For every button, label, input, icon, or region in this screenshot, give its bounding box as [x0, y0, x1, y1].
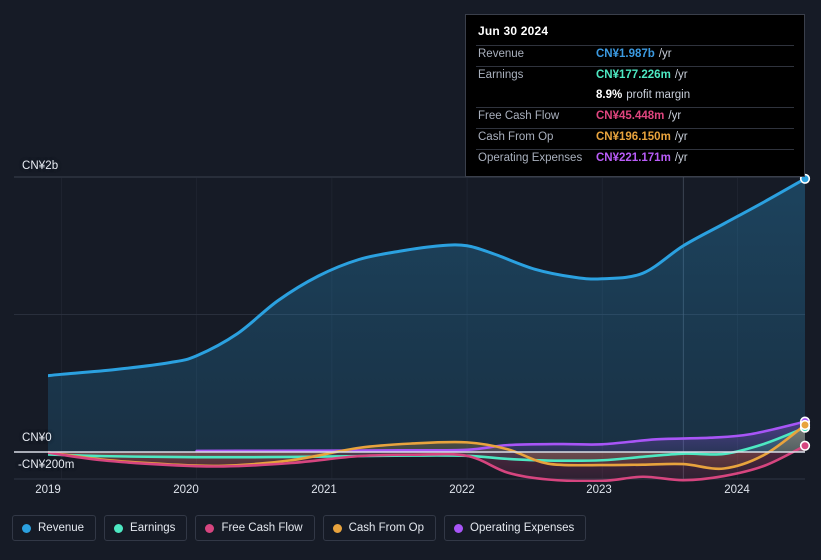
- legend-color-swatch-icon: [454, 523, 464, 533]
- legend-color-swatch-icon: [114, 523, 124, 533]
- tooltip-row-unit: /yr: [658, 48, 672, 60]
- legend-color-swatch-icon: [205, 523, 215, 533]
- data-tooltip: Jun 30 2024 Revenue CN¥1.987b/yr Earnings C…: [465, 14, 805, 177]
- series-lines: [48, 177, 805, 482]
- tooltip-row-value: CN¥196.150m: [596, 131, 671, 143]
- tooltip-row-label: Revenue: [478, 48, 525, 60]
- y-axis-label-bottom: -CN¥200m: [18, 459, 75, 471]
- tooltip-row-unit: /yr: [674, 131, 688, 143]
- chart-plot-area[interactable]: [0, 0, 821, 505]
- tooltip-row-value: 8.9%: [596, 89, 623, 101]
- tooltip-rows: Revenue CN¥1.987b/yr Earnings CN¥177.226m/y…: [476, 45, 794, 170]
- x-axis-label-2024: 2024: [724, 484, 750, 496]
- tooltip-row-value: CN¥177.226m: [596, 69, 671, 81]
- series-area-fills: [48, 178, 805, 482]
- x-axis-label-2020: 2020: [173, 484, 199, 496]
- tooltip-date: Jun 30 2024: [478, 24, 549, 38]
- tooltip-row: Free Cash Flow CN¥45.448m/yr: [476, 107, 794, 128]
- tooltip-row: 8.9% profit margin: [476, 87, 794, 107]
- tooltip-row-label: Earnings: [478, 69, 524, 81]
- tooltip-row-label: Free Cash Flow: [478, 110, 560, 122]
- tooltip-row-unit: /yr: [674, 152, 688, 164]
- legend-item-revenue[interactable]: Revenue: [12, 515, 97, 541]
- legend-item-label: Earnings: [130, 522, 176, 534]
- tooltip-row-unit: /yr: [668, 110, 682, 122]
- tooltip-row-value: CN¥221.171m: [596, 152, 671, 164]
- tooltip-row: Earnings CN¥177.226m/yr: [476, 66, 794, 87]
- y-axis-label-top: CN¥2b: [22, 160, 59, 172]
- tooltip-row-value: CN¥1.987b: [596, 48, 655, 60]
- legend-item-label: Operating Expenses: [470, 522, 575, 534]
- series-endpoint-markers: [799, 173, 811, 451]
- tooltip-row-label: Operating Expenses: [478, 152, 583, 164]
- legend-color-swatch-icon: [332, 523, 342, 533]
- y-axis-label-zero: CN¥0: [22, 432, 52, 444]
- x-axis-label-2019: 2019: [35, 484, 61, 496]
- tooltip-row-value: CN¥45.448m: [596, 110, 665, 122]
- tooltip-row: Operating Expenses CN¥221.171m/yr: [476, 149, 794, 170]
- legend-item-label: Revenue: [38, 522, 85, 534]
- legend-item-label: Cash From Op: [348, 522, 425, 534]
- tooltip-row: Cash From Op CN¥196.150m/yr: [476, 128, 794, 149]
- legend-item-operating-expenses[interactable]: Operating Expenses: [444, 515, 587, 541]
- legend-item-free-cash-flow[interactable]: Free Cash Flow: [195, 515, 315, 541]
- legend-item-cash-from-op[interactable]: Cash From Op: [322, 515, 437, 541]
- legend-item-label: Free Cash Flow: [221, 522, 303, 534]
- tooltip-row-unit: profit margin: [626, 89, 691, 101]
- tooltip-row: Revenue CN¥1.987b/yr: [476, 45, 794, 66]
- legend-item-earnings[interactable]: Earnings: [104, 515, 188, 541]
- tooltip-row-label: Cash From Op: [478, 131, 554, 143]
- x-axis-label-2021: 2021: [311, 484, 337, 496]
- tooltip-row-unit: /yr: [674, 69, 688, 81]
- x-axis-label-2023: 2023: [586, 484, 612, 496]
- chart-legend[interactable]: Revenue Earnings Free Cash Flow Cash From O…: [12, 515, 587, 541]
- legend-color-swatch-icon: [22, 523, 31, 533]
- x-axis-label-2022: 2022: [449, 484, 475, 496]
